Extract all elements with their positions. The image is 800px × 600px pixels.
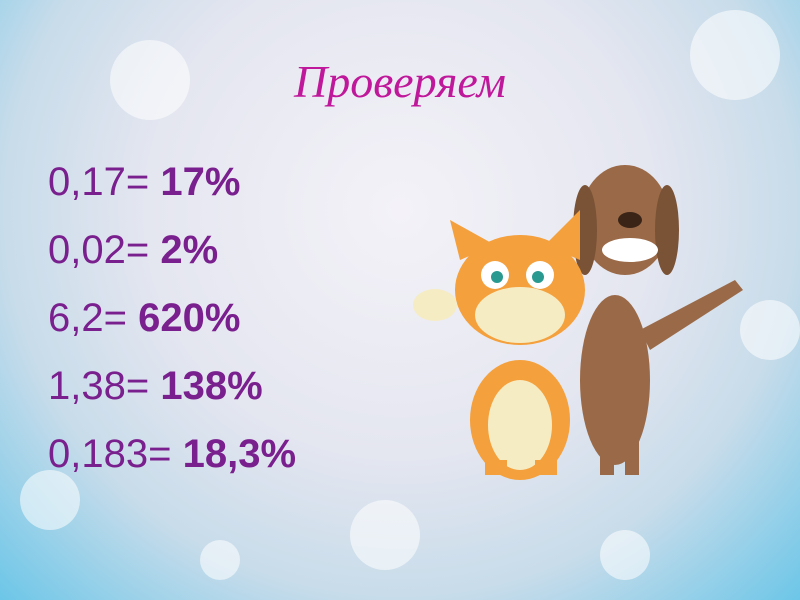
dog	[573, 165, 743, 475]
slide-title: Проверяем	[293, 56, 506, 107]
cat-and-dog-illustration	[413, 165, 743, 480]
answer-line: 0,02= 2%	[48, 228, 219, 272]
answer-line: 0,17= 17%	[48, 160, 241, 204]
cat	[413, 210, 585, 480]
answer-line: 6,2= 620%	[48, 296, 241, 340]
answer-line: 1,38= 138%	[48, 364, 263, 408]
answers-list: 0,17= 17% 0,02= 2% 6,2= 620% 1,38= 138% …	[48, 160, 296, 500]
answer-line: 0,183= 18,3%	[48, 432, 297, 476]
